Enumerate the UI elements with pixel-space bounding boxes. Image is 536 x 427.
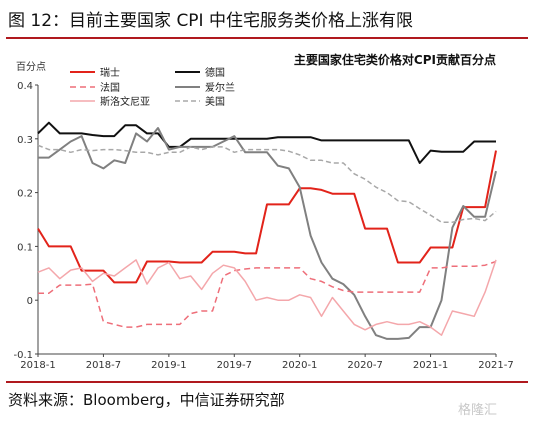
legend-label-6: 斯洛文尼亚 xyxy=(100,95,150,108)
watermark-logo: 格隆汇 xyxy=(458,403,498,418)
y-tick-label: -0.1 xyxy=(13,350,33,361)
x-tick-label: 2020-1 xyxy=(282,360,317,371)
legend-label-5: 美国 xyxy=(205,95,225,108)
series-line-1 xyxy=(37,150,497,284)
y-tick-label: 0 xyxy=(27,296,33,307)
y-tick-label: 0.4 xyxy=(17,81,33,92)
x-tick-label: 2019-7 xyxy=(217,360,252,371)
y-tick-label: 0.1 xyxy=(17,242,33,253)
x-tick-label: 2021-1 xyxy=(413,360,448,371)
legend-label-3: 爱尔兰 xyxy=(205,81,235,94)
source-note: 资料来源：Bloomberg，中信证券研究部 xyxy=(8,391,285,409)
legend-label-2: 德国 xyxy=(205,66,225,79)
y-axis-label: 百分点 xyxy=(16,61,46,73)
chart-title: 主要国家住宅类价格对CPI贡献百分点 xyxy=(294,52,496,67)
series-line-4 xyxy=(38,260,497,328)
series-line-2 xyxy=(37,121,496,164)
figure-title: 图 12：目前主要国家 CPI 中住宅服务类价格上涨有限 xyxy=(8,11,413,31)
chart-axes: -0.1 0 0.1 0.2 0.3 0.4 2018-1 2018-7 2019-1 2019-… xyxy=(13,81,513,371)
x-tick-label: 2019-1 xyxy=(151,360,186,371)
x-tick-label: 2020-7 xyxy=(347,360,382,371)
series-line-6 xyxy=(37,259,497,336)
series-line-3 xyxy=(38,127,497,340)
chart-series xyxy=(37,121,497,340)
y-tick-label: 0.2 xyxy=(17,189,33,200)
y-tick-label: 0.3 xyxy=(17,135,33,146)
x-tick-label: 2021-7 xyxy=(478,360,513,371)
line-chart: -0.1 0 0.1 0.2 0.3 0.4 2018-1 2018-7 2019-1 2019-… xyxy=(13,52,513,371)
source-rule xyxy=(6,381,528,383)
legend-label-4: 法国 xyxy=(100,81,120,94)
legend-label-1: 瑞士 xyxy=(100,66,120,79)
series-line-5 xyxy=(37,144,497,223)
title-rule xyxy=(6,37,528,39)
x-tick-label: 2018-7 xyxy=(86,360,121,371)
x-tick-label: 2018-1 xyxy=(20,360,55,371)
